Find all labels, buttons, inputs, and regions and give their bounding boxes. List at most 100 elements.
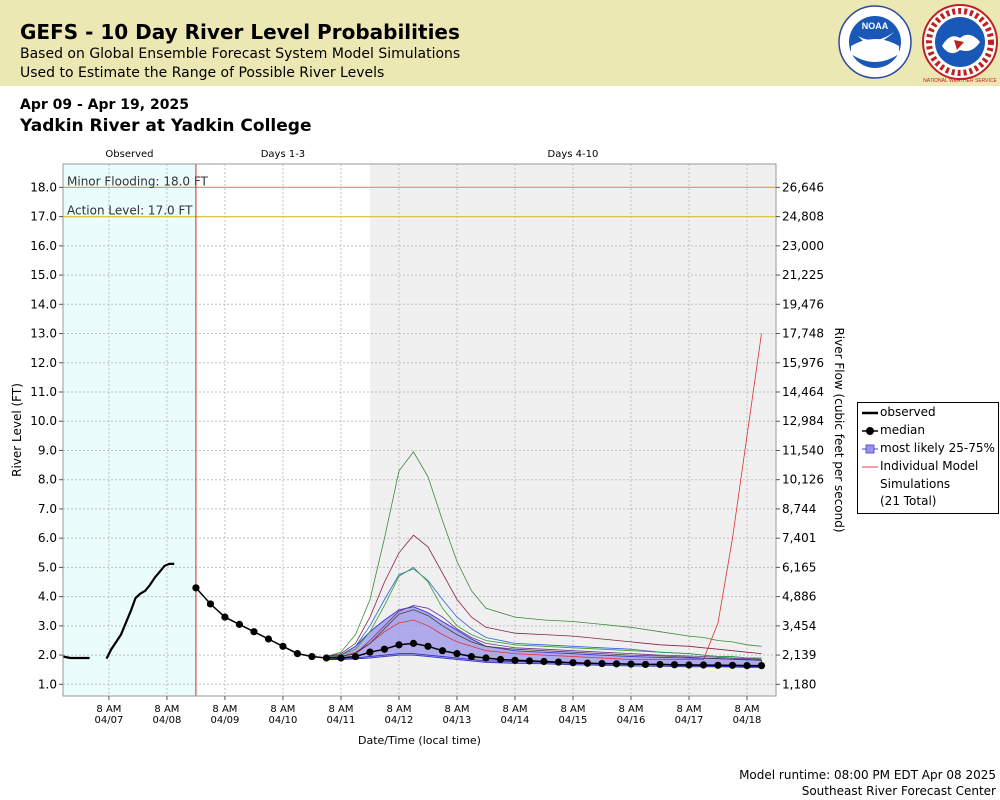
x-tick-date-label: 04/13 <box>443 715 472 726</box>
y-tick-label: 3.0 <box>38 619 57 633</box>
x-axis-title: Date/Time (local time) <box>358 734 481 747</box>
subtitle-line-2: Used to Estimate the Range of Possible R… <box>20 65 385 81</box>
nws-logo-icon: NATIONAL WEATHER SERVICE <box>922 4 998 84</box>
x-tick-date-label: 04/17 <box>675 715 704 726</box>
median-point <box>554 658 563 666</box>
subtitle-line-1: Based on Global Ensemble Forecast System… <box>20 46 461 62</box>
y-axis-title: River Level (FT) <box>10 383 24 477</box>
y-tick-label: 14.0 <box>30 297 57 311</box>
y2-axis-title: River Flow (cubic feet per second) <box>832 327 846 532</box>
y2-tick-label: 1,180 <box>782 677 816 691</box>
y-tick-label: 4.0 <box>38 590 57 604</box>
individual-sim-line <box>326 609 762 661</box>
y2-tick-label: 17,748 <box>782 327 824 341</box>
y2-tick-label: 8,744 <box>782 502 816 516</box>
y-tick-label: 16.0 <box>30 239 57 253</box>
median-point <box>641 660 650 669</box>
y-tick-label: 2.0 <box>38 648 57 662</box>
median-point <box>453 650 461 658</box>
legend-label-individual-1: Individual Model <box>880 459 979 473</box>
x-tick-label: 8 AM <box>618 704 643 715</box>
median-point <box>395 641 403 649</box>
median-point <box>612 660 621 668</box>
median-point <box>279 642 287 650</box>
date-range: Apr 09 - Apr 19, 2025 <box>20 97 189 113</box>
observed-line-icon <box>862 411 878 415</box>
median-point <box>627 660 635 668</box>
x-tick-date-label: 04/16 <box>617 715 646 726</box>
period-label: Days 4-10 <box>548 149 599 160</box>
x-tick-label: 8 AM <box>96 704 121 715</box>
individual-sim-line <box>326 604 762 660</box>
x-tick-date-label: 04/18 <box>733 715 762 726</box>
x-tick-date-label: 04/14 <box>501 715 530 726</box>
legend-label-individual-2: Simulations <box>880 477 951 491</box>
noaa-logo-icon: NOAA <box>838 5 912 79</box>
x-tick-date-label: 04/07 <box>95 715 124 726</box>
y-tick-label: 17.0 <box>30 210 57 224</box>
chart-legend: observed median most likely 25-75% Indiv… <box>857 402 999 514</box>
y-tick-label: 6.0 <box>38 531 57 545</box>
median-point <box>728 661 737 669</box>
median-point <box>322 654 331 662</box>
median-point <box>743 662 751 670</box>
observed-line <box>62 655 90 660</box>
median-point <box>685 661 693 669</box>
station-name: Yadkin River at Yadkin College <box>20 116 312 136</box>
y2-tick-label: 7,401 <box>782 531 816 545</box>
median-marker-icon <box>862 427 878 435</box>
median-point <box>540 657 548 666</box>
individual-sim-line-icon <box>862 466 878 468</box>
legend-label-observed: observed <box>880 405 936 419</box>
agency-logos: NOAA NATIONAL WEATHER SERVICE <box>838 2 1000 84</box>
median-point <box>366 648 374 656</box>
likely-range-icon <box>862 444 878 454</box>
y2-tick-label: 11,540 <box>782 443 824 457</box>
period-label: Observed <box>105 149 153 160</box>
median-point <box>424 642 432 650</box>
legend-label-likely: most likely 25-75% <box>880 441 995 455</box>
median-point <box>250 628 258 636</box>
median-point <box>409 639 418 647</box>
median-point <box>757 662 766 670</box>
y-tick-label: 5.0 <box>38 560 57 574</box>
median-point <box>496 655 505 664</box>
y2-tick-label: 12,984 <box>782 414 824 428</box>
x-tick-label: 8 AM <box>154 704 179 715</box>
x-tick-date-label: 04/15 <box>559 715 588 726</box>
median-point <box>467 652 476 661</box>
period-label: Days 1-3 <box>261 149 305 160</box>
median-line <box>195 587 762 667</box>
observed-period-bg <box>63 164 196 696</box>
y2-tick-label: 4,886 <box>782 590 816 604</box>
median-point <box>264 635 273 643</box>
x-tick-label: 8 AM <box>386 704 411 715</box>
median-point <box>583 659 592 667</box>
individual-sim-line <box>326 566 762 659</box>
y-tick-label: 7.0 <box>38 502 57 516</box>
x-tick-label: 8 AM <box>270 704 295 715</box>
plot-frame <box>62 163 777 697</box>
median-point <box>380 645 389 653</box>
threshold-label: Action Level: 17.0 FT <box>67 204 193 218</box>
y2-tick-label: 10,126 <box>782 473 824 487</box>
y2-tick-label: 26,646 <box>782 180 824 194</box>
x-tick-label: 8 AM <box>328 704 353 715</box>
y2-tick-label: 19,476 <box>782 297 824 311</box>
x-tick-label: 8 AM <box>734 704 759 715</box>
x-tick-label: 8 AM <box>502 704 527 715</box>
y2-tick-label: 6,165 <box>782 560 816 574</box>
observed-line <box>105 562 175 660</box>
median-point <box>598 659 606 668</box>
median-point <box>569 659 577 667</box>
y-tick-label: 11.0 <box>30 385 57 399</box>
median-point <box>482 654 490 662</box>
median-point <box>293 650 302 658</box>
median-point <box>235 620 244 628</box>
legend-label-median: median <box>880 423 925 437</box>
legend-label-individual-3: (21 Total) <box>880 494 937 508</box>
y-tick-label: 18.0 <box>30 180 57 194</box>
x-tick-date-label: 04/11 <box>327 715 356 726</box>
y2-tick-label: 14,464 <box>782 385 824 399</box>
y2-tick-label: 15,976 <box>782 356 824 370</box>
